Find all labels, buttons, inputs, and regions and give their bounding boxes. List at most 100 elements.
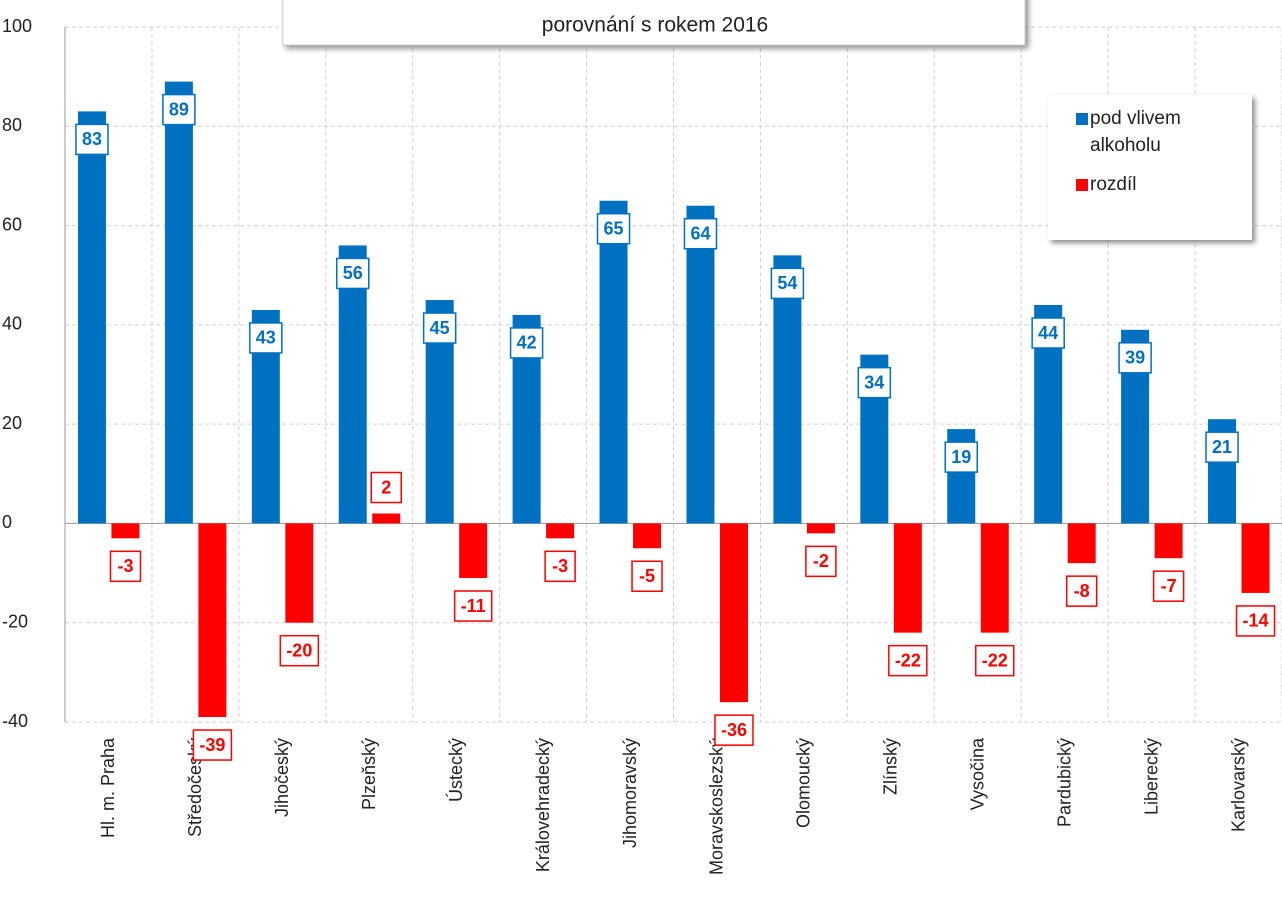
data-label-box xyxy=(1235,605,1276,637)
x-tick-label: Pardubický xyxy=(1054,738,1074,827)
bar xyxy=(1154,523,1183,559)
legend-label: pod vlivem alkoholu xyxy=(1090,108,1181,156)
data-label-box xyxy=(596,213,631,245)
bar xyxy=(719,523,748,703)
data-label-box xyxy=(944,441,979,473)
x-tick-label: Hl. m. Praha xyxy=(98,737,118,838)
data-label-box xyxy=(1118,342,1152,374)
data-label: -20 xyxy=(286,640,312,660)
data-label-box xyxy=(370,471,402,504)
data-label: 65 xyxy=(604,219,624,239)
y-tick-label: -20 xyxy=(2,611,28,631)
x-tick-label: Vysočina xyxy=(968,737,988,810)
data-label-box xyxy=(279,634,320,667)
data-label: -8 xyxy=(1074,581,1090,601)
x-tick-label: Královehradecký xyxy=(533,738,553,872)
data-label: -22 xyxy=(982,650,1008,670)
bar xyxy=(111,523,140,539)
bar xyxy=(285,523,314,623)
bar xyxy=(806,523,835,534)
data-label-box xyxy=(249,322,283,354)
bar xyxy=(633,523,662,549)
data-label: -3 xyxy=(117,556,133,576)
data-label: -5 xyxy=(639,566,655,586)
bar xyxy=(686,205,715,524)
data-label-box xyxy=(805,545,837,578)
bar xyxy=(198,523,227,718)
data-label-box xyxy=(109,550,142,583)
legend-swatch xyxy=(1076,179,1088,191)
title-box xyxy=(282,0,1026,46)
bar xyxy=(338,245,367,524)
data-label-box xyxy=(1065,575,1098,607)
data-label: -14 xyxy=(1243,611,1269,631)
bar xyxy=(599,200,628,524)
data-label-box xyxy=(857,366,892,399)
bar xyxy=(546,523,575,539)
x-tick-label: Středočeský xyxy=(185,738,205,837)
legend-item: pod vlivem alkoholu xyxy=(1076,105,1230,159)
data-label: 21 xyxy=(1212,437,1232,457)
data-label: 39 xyxy=(1125,348,1145,368)
data-label: -7 xyxy=(1161,576,1177,596)
data-label-box xyxy=(544,550,576,583)
bar xyxy=(164,81,193,524)
bar xyxy=(372,513,401,524)
x-tick-label: Jihomoravský xyxy=(620,738,640,848)
data-label: 64 xyxy=(690,223,710,243)
data-label-box xyxy=(75,123,109,156)
bar xyxy=(77,111,106,524)
y-tick-label: -40 xyxy=(2,711,28,731)
data-label: 43 xyxy=(256,328,276,348)
data-label-box xyxy=(1031,317,1065,349)
data-label: -3 xyxy=(552,556,568,576)
legend: pod vlivem alkoholu rozdíl xyxy=(1048,95,1252,240)
data-label: 44 xyxy=(1038,323,1058,343)
y-tick-label: 0 xyxy=(2,512,12,532)
data-label-box xyxy=(509,327,544,359)
data-label: -22 xyxy=(895,650,921,670)
data-label-box xyxy=(714,714,754,746)
data-label-box xyxy=(422,312,457,344)
x-tick-label: Jihočeský xyxy=(272,738,292,817)
data-label: -11 xyxy=(461,596,486,616)
data-label: 83 xyxy=(82,129,102,149)
bar xyxy=(459,523,488,579)
x-tick-label: Plzeňský xyxy=(359,738,379,810)
x-tick-label: Karlovarský xyxy=(1228,738,1248,832)
data-label: 19 xyxy=(951,447,971,467)
x-tick-label: Olomoucký xyxy=(794,738,814,828)
x-tick-label: Moravskoslezský xyxy=(707,738,727,875)
data-label: 54 xyxy=(777,273,797,293)
data-label: -39 xyxy=(199,735,225,755)
data-label-box xyxy=(974,644,1015,677)
data-label-box xyxy=(1152,570,1185,602)
bar xyxy=(1067,523,1096,564)
y-tick-label: 60 xyxy=(2,214,22,234)
legend-swatch xyxy=(1076,113,1088,125)
chart-subtitle: porovnání s rokem 2016 xyxy=(542,14,768,37)
x-tick-label: Zlínský xyxy=(881,738,901,795)
bar xyxy=(980,523,1009,633)
data-label: -36 xyxy=(721,720,747,740)
y-tick-label: 80 xyxy=(2,115,22,135)
data-label: 56 xyxy=(343,263,363,283)
y-tick-label: 40 xyxy=(2,314,22,334)
data-label-box xyxy=(192,729,233,761)
data-label-box xyxy=(888,644,928,677)
data-label-box xyxy=(1205,431,1239,463)
data-label: 45 xyxy=(430,318,450,338)
bar xyxy=(893,523,922,633)
legend-label: rozdíl xyxy=(1090,174,1137,195)
data-label: 2 xyxy=(381,477,391,497)
data-label: 42 xyxy=(517,333,537,353)
data-label-box xyxy=(631,560,663,592)
legend-item: rozdíl xyxy=(1076,171,1230,198)
y-tick-label: 100 xyxy=(2,16,32,36)
data-label: -2 xyxy=(813,551,829,571)
x-tick-label: Liberecký xyxy=(1141,738,1161,815)
x-tick-label: Ústecký xyxy=(445,738,466,802)
data-label: 89 xyxy=(169,99,189,119)
data-label-box xyxy=(335,257,370,290)
